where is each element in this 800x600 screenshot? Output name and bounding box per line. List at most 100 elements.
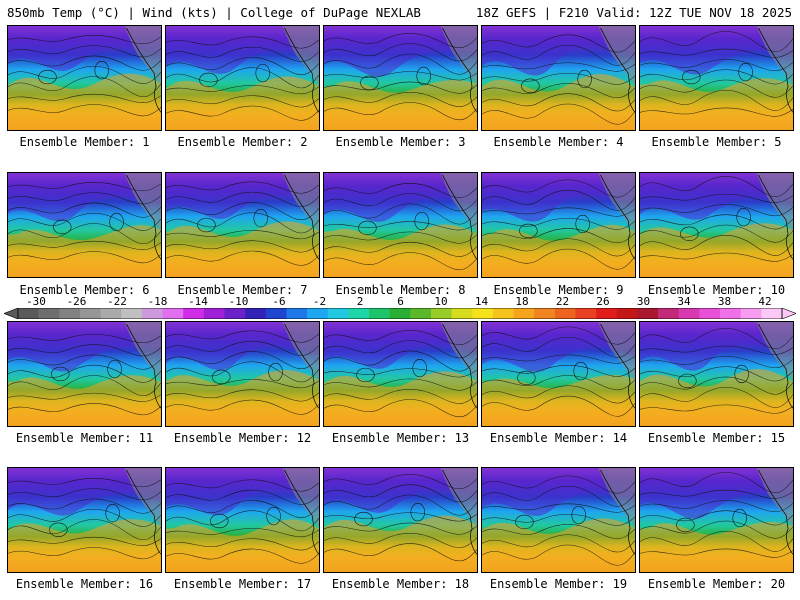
colorbar-tick-label: 38: [717, 295, 732, 308]
ensemble-member-label: Ensemble Member: 14: [489, 431, 628, 445]
colorbar-swatch: [410, 308, 432, 319]
ensemble-member-label: Ensemble Member: 8: [335, 283, 466, 297]
temperature-field: [166, 322, 319, 426]
ensemble-member-map: [481, 467, 636, 573]
colorbar-swatch: [183, 308, 205, 319]
colorbar-tick-label: -2: [312, 295, 327, 308]
temperature-field: [8, 26, 161, 130]
temperature-field: [324, 322, 477, 426]
colorbar-tick-label: 30: [636, 295, 651, 308]
model-run-info: 18Z GEFS | F210 Valid: 12Z TUE NOV 18 20…: [475, 5, 792, 20]
ensemble-member-label: Ensemble Member: 1: [19, 135, 150, 149]
colorbar-swatch: [224, 308, 246, 319]
ensemble-member-label: Ensemble Member: 19: [489, 577, 628, 591]
colorbar-swatch: [286, 308, 308, 319]
colorbar-swatch: [451, 308, 473, 319]
ensemble-member-label: Ensemble Member: 20: [647, 577, 786, 591]
ensemble-member-label: Ensemble Member: 16: [15, 577, 154, 591]
colorbar-tick-label: 42: [758, 295, 772, 308]
temperature-field: [166, 468, 319, 572]
ensemble-member-map: [165, 321, 320, 427]
cold-air-region: [8, 322, 161, 372]
colorbar-tick-label: 26: [596, 295, 610, 308]
cold-air-region: [640, 26, 793, 75]
ensemble-member-map: [481, 25, 636, 131]
ensemble-member-map: [7, 467, 162, 573]
ensemble-member-label: Ensemble Member: 3: [335, 135, 466, 149]
colorbar-tick-label: 18: [515, 295, 529, 308]
ensemble-member-map: [481, 172, 636, 278]
cold-air-region: [324, 322, 477, 369]
temperature-field: [640, 468, 793, 572]
colorbar-swatch: [79, 308, 101, 319]
cold-air-region: [482, 26, 635, 76]
temperature-field: [640, 173, 793, 277]
cold-air-region: [324, 26, 477, 77]
colorbar-tick-label: 22: [555, 295, 570, 308]
colorbar-swatch: [596, 308, 618, 319]
ensemble-member-label: Ensemble Member: 2: [177, 135, 308, 149]
ensemble-member-label: Ensemble Member: 17: [173, 577, 312, 591]
ensemble-member-label: Ensemble Member: 18: [331, 577, 470, 591]
ensemble-member-label: Ensemble Member: 6: [19, 283, 150, 297]
cold-air-region: [482, 468, 635, 516]
colorbar-swatch: [554, 308, 576, 319]
colorbar-tick-label: 10: [434, 295, 448, 308]
colorbar-tick-label: 6: [397, 295, 404, 308]
ensemble-member-map: [639, 172, 794, 278]
colorbar-swatch: [203, 308, 225, 319]
ensemble-member-label: Ensemble Member: 15: [647, 431, 786, 445]
colorbar-swatch: [678, 308, 700, 319]
colorbar-swatch: [162, 308, 184, 319]
colorbar-swatch: [740, 308, 762, 319]
cold-air-region: [166, 322, 319, 371]
colorbar-swatch: [265, 308, 287, 319]
cold-air-region: [640, 322, 793, 371]
colorbar-high-arrow: [781, 308, 796, 319]
temperature-colorbar: [4, 308, 796, 319]
ensemble-member-map: [323, 321, 478, 427]
ensemble-member-map: [165, 172, 320, 278]
cold-air-region: [640, 468, 793, 519]
ensemble-member-map: [7, 172, 162, 278]
colorbar-swatch: [59, 308, 81, 319]
cold-air-region: [166, 468, 319, 516]
colorbar-swatch: [534, 308, 556, 319]
colorbar-tick-label: -18: [147, 295, 168, 308]
ensemble-member-map: [7, 25, 162, 131]
temperature-field: [482, 322, 635, 426]
map-title: 850mb Temp (°C) | Wind (kts) | College o…: [7, 5, 421, 20]
colorbar-tick-label: 2: [356, 295, 364, 308]
ensemble-member-map: [481, 321, 636, 427]
ensemble-member-map: [165, 467, 320, 573]
cold-air-region: [166, 173, 319, 219]
ensemble-member-label: Ensemble Member: 13: [331, 431, 470, 445]
colorbar-tick-label: -10: [228, 295, 249, 308]
ensemble-member-map: [323, 25, 478, 131]
colorbar-swatch: [38, 308, 60, 319]
colorbar-swatch: [513, 308, 535, 319]
colorbar-tick-label: -22: [107, 295, 127, 308]
colorbar-low-arrow: [4, 308, 19, 319]
colorbar-swatch: [658, 308, 680, 319]
colorbar-swatch: [637, 308, 659, 319]
colorbar-swatch: [18, 308, 39, 319]
cold-air-region: [324, 468, 477, 513]
cold-air-region: [8, 173, 161, 222]
ensemble-member-label: Ensemble Member: 7: [177, 283, 308, 297]
colorbar-swatch: [348, 308, 370, 319]
colorbar-tick-label: 34: [677, 295, 691, 308]
ensemble-member-label: Ensemble Member: 5: [651, 135, 782, 149]
colorbar-swatch: [100, 308, 122, 319]
ensemble-member-label: Ensemble Member: 9: [493, 283, 624, 297]
colorbar-swatch: [245, 308, 267, 319]
cold-air-region: [166, 26, 319, 74]
temperature-field: [324, 26, 477, 130]
colorbar-swatch: [761, 308, 783, 319]
colorbar-swatch: [369, 308, 390, 319]
colorbar-tick-label: -6: [272, 295, 286, 308]
cold-air-region: [640, 173, 793, 220]
ensemble-member-label: Ensemble Member: 11: [15, 431, 154, 445]
ensemble-member-map: [639, 321, 794, 427]
colorbar-swatch: [327, 308, 349, 319]
